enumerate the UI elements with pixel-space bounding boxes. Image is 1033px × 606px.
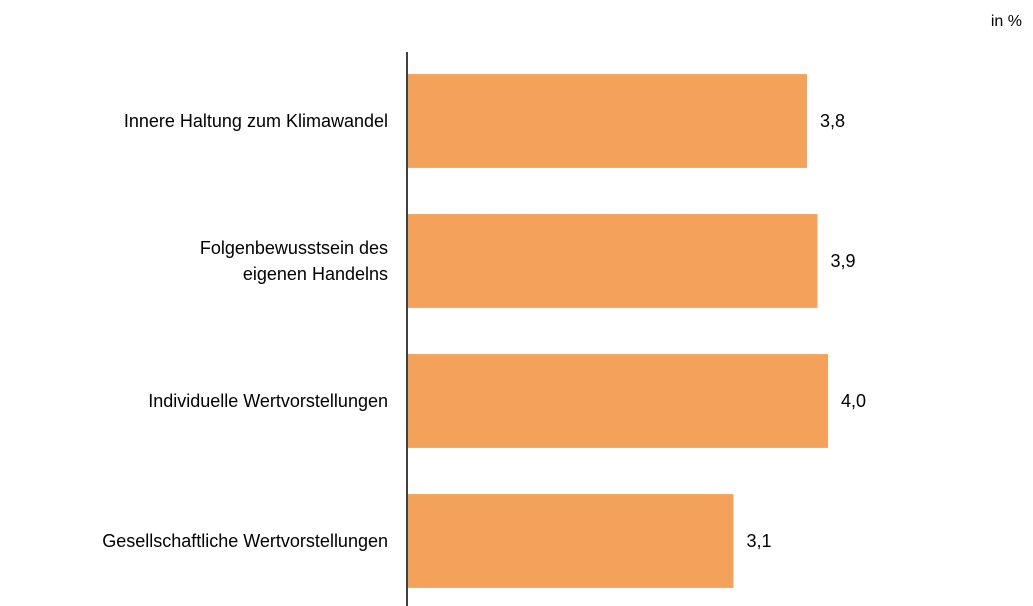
value-label: 3,1 [747, 531, 772, 551]
value-label: 4,0 [841, 391, 866, 411]
bar [408, 74, 807, 168]
unit-label: in % [991, 13, 1022, 30]
value-label: 3,8 [820, 111, 845, 131]
value-label: 3,9 [831, 251, 856, 271]
category-label: Individuelle Wertvorstellungen [148, 391, 388, 411]
category-label: Folgenbewusstsein des eigenen Handelns [199, 238, 388, 284]
bar [408, 494, 734, 588]
category-label: Innere Haltung zum Klimawandel [123, 111, 388, 131]
bar [408, 354, 828, 448]
bar [408, 214, 818, 308]
category-label: Gesellschaftliche Wertvorstellungen [102, 531, 388, 551]
